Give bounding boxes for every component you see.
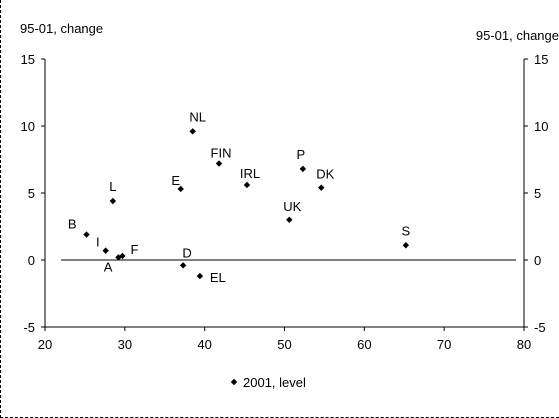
point-s <box>402 242 410 249</box>
legend-marker <box>230 378 238 386</box>
y-tick-label-left: 10 <box>21 119 35 134</box>
point-dk <box>318 184 325 191</box>
point-f <box>119 252 126 260</box>
y-axis-title-right: 95-01, change <box>476 28 559 43</box>
y-tick-label-left: -5 <box>23 320 35 335</box>
point-i <box>102 247 109 254</box>
x-tick-label: 40 <box>197 337 211 352</box>
legend: 2001, level <box>230 375 306 390</box>
point-label-d: D <box>182 245 191 260</box>
point-a <box>115 254 122 261</box>
point-uk <box>286 216 293 223</box>
axes: -5 -5 0 0 5 5 10 10 15 15 20 30 40 50 60 70 80 95-01, cha… <box>20 21 559 352</box>
y-tick-label-right: 10 <box>534 119 548 134</box>
point-label-b: B <box>68 217 77 232</box>
point-el <box>196 272 204 280</box>
point-label-s: S <box>402 223 411 238</box>
point-label-a: A <box>104 259 113 274</box>
y-tick-label-left: 15 <box>21 52 35 67</box>
points-group: B IA F L E D EL NL FIN IRL UK P DK S <box>68 109 411 285</box>
x-tick-label: 70 <box>437 337 451 352</box>
point-label-fin: FIN <box>211 146 232 161</box>
y-tick-label-left: 5 <box>28 186 35 201</box>
point-label-dk: DK <box>316 167 334 182</box>
point-p <box>299 165 307 173</box>
x-tick-label: 30 <box>118 337 132 352</box>
x-tick-label: 50 <box>277 337 291 352</box>
y-tick-label-right: 0 <box>534 253 541 268</box>
point-nl <box>189 128 196 135</box>
point-label-i: I <box>96 235 100 250</box>
point-label-p: P <box>297 147 306 162</box>
point-l <box>109 197 117 205</box>
legend-label: 2001, level <box>243 375 306 390</box>
point-label-uk: UK <box>283 199 301 214</box>
point-label-el: EL <box>210 270 226 285</box>
x-tick-label: 20 <box>38 337 52 352</box>
y-tick-label-left: 0 <box>28 253 35 268</box>
x-tick-label: 80 <box>517 337 531 352</box>
point-label-l: L <box>109 179 116 194</box>
point-e <box>177 185 184 193</box>
point-label-f: F <box>130 242 138 257</box>
y-tick-label-right: 5 <box>534 186 541 201</box>
point-d <box>179 262 187 269</box>
y-tick-label-right: -5 <box>534 320 546 335</box>
point-label-nl: NL <box>189 109 206 124</box>
x-tick-label: 60 <box>357 337 371 352</box>
point-irl <box>243 181 251 189</box>
point-label-e: E <box>171 173 180 188</box>
point-fin <box>215 160 223 167</box>
y-axis-title-left: 95-01, change <box>20 21 103 36</box>
point-b <box>83 231 90 238</box>
y-tick-label-right: 15 <box>534 52 548 67</box>
point-label-irl: IRL <box>240 166 260 181</box>
